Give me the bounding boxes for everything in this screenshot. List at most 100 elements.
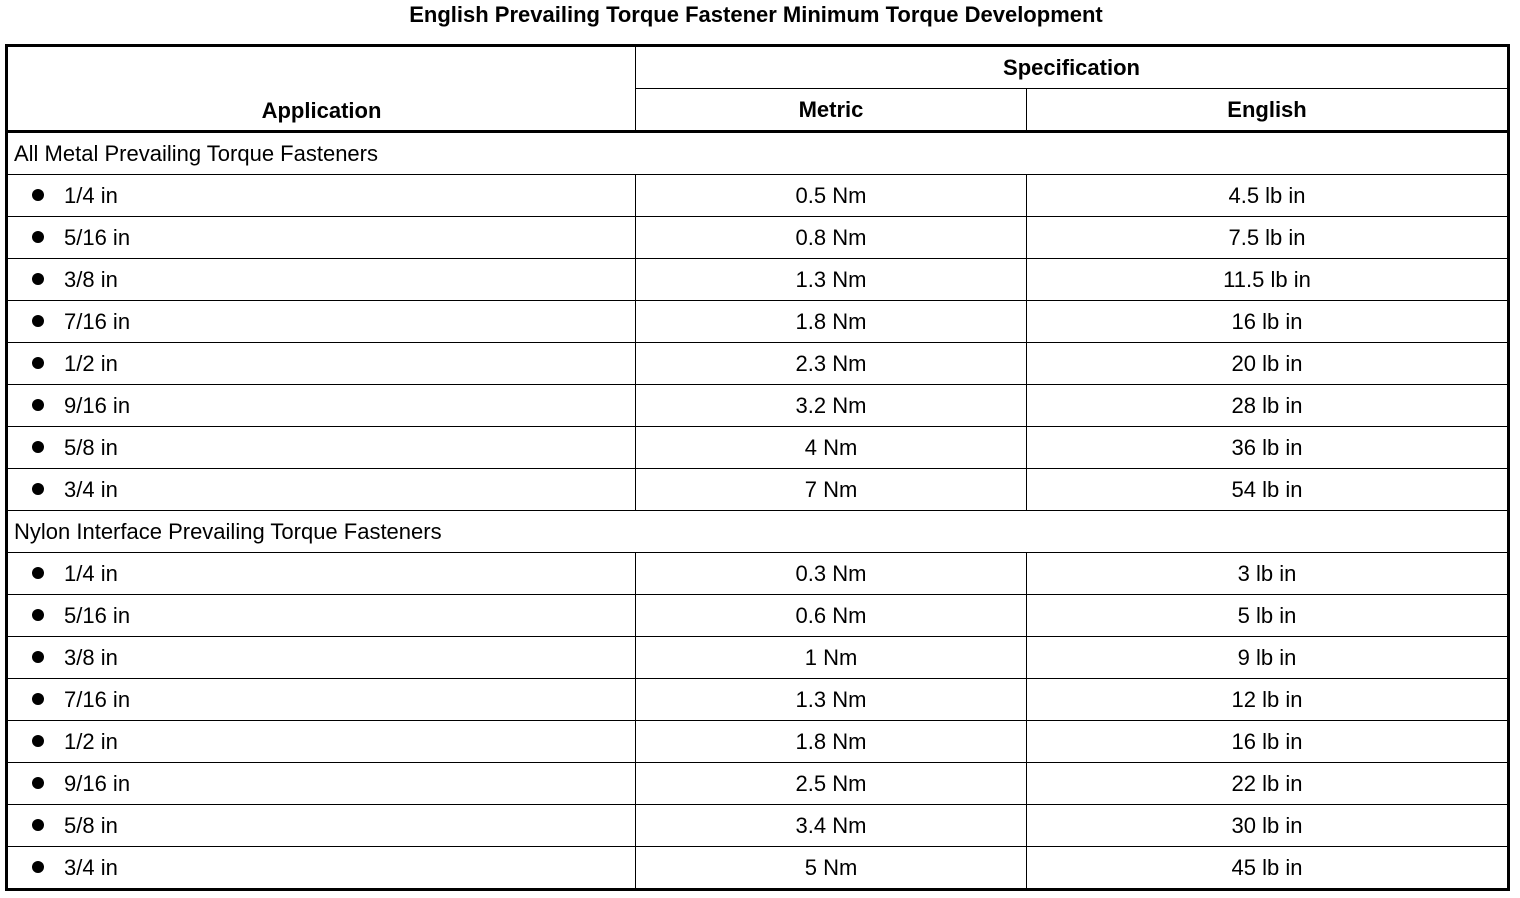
application-cell: 5/16 in [6,594,636,637]
fastener-size: 3/8 in [64,266,118,292]
table-row: 7/16 in 1.3 Nm 12 lb in [6,678,1510,721]
application-cell: 3/4 in [6,846,636,890]
english-cell: 5 lb in [1025,594,1510,637]
table-title: English Prevailing Torque Fastener Minim… [409,2,1103,27]
fastener-size: 7/16 in [64,686,131,712]
application-cell: 1/2 in [6,720,636,763]
bullet-icon [32,860,44,873]
english-cell: 4.5 lb in [1025,174,1510,217]
fastener-size: 3/4 in [64,854,118,880]
bullet-icon [32,356,44,369]
application-cell: 3/8 in [6,258,636,301]
table-row: 1/2 in 1.8 Nm 16 lb in [6,720,1510,763]
bullet-icon [32,608,44,621]
metric-cell: 0.5 Nm [635,174,1027,217]
fastener-size: 3/4 in [64,476,118,502]
bullet-icon [32,776,44,789]
application-cell: 9/16 in [6,762,636,805]
bullet-icon [32,818,44,831]
english-cell: 28 lb in [1025,384,1510,427]
bullet-icon [32,482,44,495]
english-cell: 36 lb in [1025,426,1510,469]
english-cell: 3 lb in [1025,552,1510,595]
header-specification: Specification [634,45,1510,89]
table-row: 7/16 in 1.8 Nm 16 lb in [6,300,1510,343]
application-cell: 7/16 in [6,678,636,721]
header-english: English [1025,88,1510,133]
english-cell: 20 lb in [1025,342,1510,385]
table-row: 1/2 in 2.3 Nm 20 lb in [6,342,1510,385]
fastener-size: 5/8 in [64,812,118,838]
bullet-icon [32,566,44,579]
fastener-size: 1/2 in [64,350,118,376]
bullet-icon [32,440,44,453]
metric-cell: 2.3 Nm [635,342,1027,385]
header-application: Application [6,45,636,133]
torque-table: Application Specification Metric English… [5,44,1511,891]
header-metric: Metric [635,88,1027,133]
application-cell: 1/4 in [6,552,636,595]
table-row: 5/8 in 3.4 Nm 30 lb in [6,804,1510,847]
english-cell: 45 lb in [1025,846,1510,890]
metric-cell: 5 Nm [635,846,1027,890]
metric-cell: 1 Nm [635,636,1027,679]
bullet-icon [32,734,44,747]
english-cell: 16 lb in [1025,300,1510,343]
english-cell: 11.5 lb in [1025,258,1510,301]
fastener-size: 5/8 in [64,434,118,460]
metric-cell: 2.5 Nm [635,762,1027,805]
table-row: 3/4 in 7 Nm 54 lb in [6,468,1510,511]
english-cell: 9 lb in [1025,636,1510,679]
fastener-size: 1/2 in [64,728,118,754]
application-cell: 3/8 in [6,636,636,679]
fastener-size: 1/4 in [64,182,118,208]
table-body: All Metal Prevailing Torque Fasteners 1/4… [5,131,1510,890]
application-cell: 1/2 in [6,342,636,385]
english-cell: 16 lb in [1025,720,1510,763]
section-row: All Metal Prevailing Torque Fasteners [5,131,1510,175]
table-row: 1/4 in 0.3 Nm 3 lb in [6,552,1510,595]
application-cell: 5/8 in [6,804,636,847]
bullet-icon [32,188,44,201]
table-row: 1/4 in 0.5 Nm 4.5 lb in [6,174,1510,217]
english-cell: 7.5 lb in [1025,216,1510,259]
metric-cell: 1.3 Nm [635,258,1027,301]
english-cell: 54 lb in [1025,468,1510,511]
metric-cell: 0.6 Nm [635,594,1027,637]
section-label: Nylon Interface Prevailing Torque Fasten… [5,510,1510,553]
table-row: 3/8 in 1 Nm 9 lb in [6,636,1510,679]
header-row: Application Specification [6,45,1510,133]
bullet-icon [32,230,44,243]
application-cell: 7/16 in [6,300,636,343]
application-cell: 9/16 in [6,384,636,427]
metric-cell: 0.3 Nm [635,552,1027,595]
table-row: 5/16 in 0.6 Nm 5 lb in [6,594,1510,637]
table-row: 9/16 in 2.5 Nm 22 lb in [6,762,1510,805]
table-row: 5/16 in 0.8 Nm 7.5 lb in [6,216,1510,259]
metric-cell: 1.8 Nm [635,300,1027,343]
metric-cell: 7 Nm [635,468,1027,511]
bullet-icon [32,272,44,285]
fastener-size: 9/16 in [64,392,131,418]
metric-cell: 3.4 Nm [635,804,1027,847]
application-cell: 5/8 in [6,426,636,469]
bullet-icon [32,314,44,327]
bullet-icon [32,398,44,411]
fastener-size: 5/16 in [64,224,131,250]
table-row: 5/8 in 4 Nm 36 lb in [6,426,1510,469]
english-cell: 30 lb in [1025,804,1510,847]
fastener-size: 7/16 in [64,308,131,334]
bullet-icon [32,692,44,705]
header-row-2: Metric English [7,88,1510,133]
bullet-icon [32,650,44,663]
application-cell: 3/4 in [6,468,636,511]
metric-cell: 1.8 Nm [635,720,1027,763]
section-row: Nylon Interface Prevailing Torque Fasten… [5,510,1510,553]
application-cell: 5/16 in [6,216,636,259]
metric-cell: 0.8 Nm [635,216,1027,259]
fastener-size: 3/8 in [64,644,118,670]
application-cell: 1/4 in [6,174,636,217]
table-row: 3/4 in 5 Nm 45 lb in [6,846,1510,890]
english-cell: 12 lb in [1025,678,1510,721]
section-label: All Metal Prevailing Torque Fasteners [5,131,1510,175]
